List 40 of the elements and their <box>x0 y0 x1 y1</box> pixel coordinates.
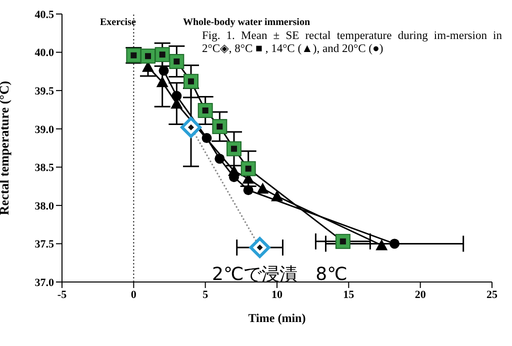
point <box>184 74 198 89</box>
y-tick-label: 39.5 <box>34 85 54 98</box>
x-tick-label: 0 <box>130 288 137 301</box>
y-tick-label: 38.5 <box>34 162 54 174</box>
x-tick-label: 5 <box>202 288 209 301</box>
x-tick-label: 15 <box>343 288 355 301</box>
x-axis-title: Time (min) <box>248 311 306 325</box>
point <box>172 90 182 101</box>
point <box>335 234 350 249</box>
y-tick-label: 37.0 <box>34 276 54 289</box>
y-tick-label: 37.5 <box>34 238 54 251</box>
point <box>243 185 254 196</box>
annotation: Whole-body water immersion <box>183 17 310 28</box>
annotation: Exercise <box>100 17 136 28</box>
point <box>156 76 168 88</box>
x-tick-label: -5 <box>57 288 68 301</box>
y-tick-label: 39.0 <box>34 124 54 136</box>
y-tick-label: 38.0 <box>34 200 54 212</box>
annotation: Fig. 1. Mean ± SE rectal temperature during im-mersion in 2°C◈, 8°C ■ , 14°C (▲), and 20°C (●) <box>202 30 502 56</box>
point <box>256 182 269 194</box>
point <box>198 102 213 118</box>
point <box>180 116 202 138</box>
annotation: 2℃で浸漬 8℃ <box>212 263 348 286</box>
x-tick-label: 10 <box>272 288 283 301</box>
point <box>376 239 388 250</box>
point <box>226 141 242 156</box>
point <box>169 54 184 69</box>
point <box>390 238 400 249</box>
point <box>158 66 169 76</box>
y-tick-label: 40.0 <box>34 47 54 60</box>
point <box>249 237 270 258</box>
point <box>214 154 225 164</box>
point <box>202 133 212 144</box>
point <box>212 119 228 134</box>
x-tick-label: 20 <box>414 288 426 301</box>
point <box>154 47 170 62</box>
point <box>140 48 156 64</box>
x-tick-label: 25 <box>486 288 498 301</box>
point <box>240 161 256 176</box>
y-tick-label: 40.5 <box>34 8 54 21</box>
